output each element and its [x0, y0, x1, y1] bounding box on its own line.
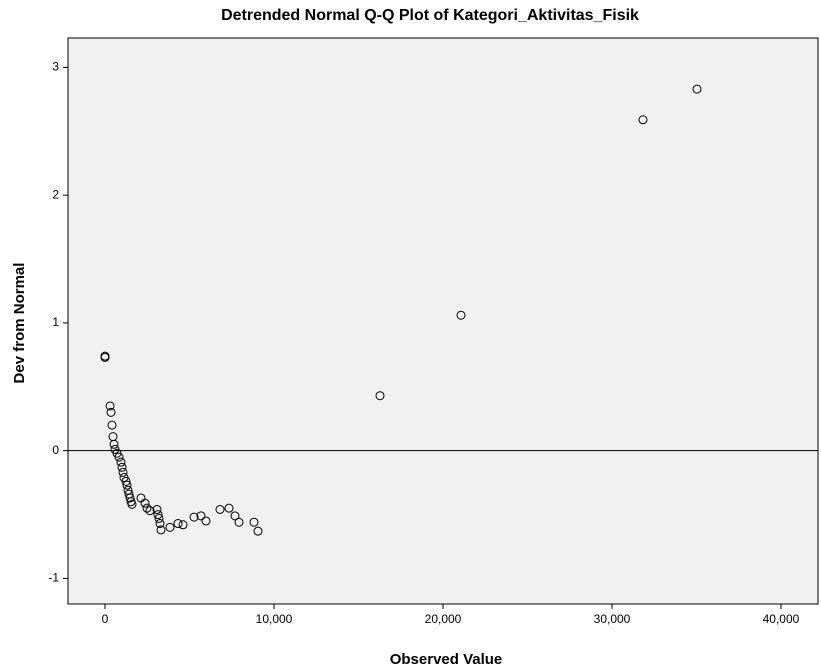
- point: [201, 516, 211, 526]
- y-tick-label: -1: [48, 571, 59, 585]
- point: [156, 525, 166, 535]
- point: [117, 462, 127, 472]
- point: [107, 420, 117, 430]
- point: [122, 480, 132, 490]
- point: [109, 439, 119, 449]
- point: [140, 498, 150, 508]
- point: [118, 467, 128, 477]
- point: [127, 499, 137, 509]
- point: [145, 506, 155, 516]
- y-tick-label: 0: [52, 443, 59, 457]
- x-tick-label: 20,000: [425, 612, 462, 626]
- point: [116, 457, 126, 467]
- x-tick-label: 10,000: [256, 612, 293, 626]
- chart-title: Detrended Normal Q-Q Plot of Kategori_Ak…: [221, 7, 639, 24]
- point: [100, 352, 110, 362]
- y-tick-label: 3: [52, 60, 59, 74]
- x-axis-label: Observed Value: [390, 651, 503, 668]
- point: [165, 522, 175, 532]
- point: [196, 511, 206, 521]
- point: [224, 503, 234, 513]
- point: [249, 517, 259, 527]
- point: [178, 520, 188, 530]
- point: [173, 519, 183, 529]
- x-tick-label: 30,000: [594, 612, 631, 626]
- y-tick-label: 2: [52, 187, 59, 201]
- point: [105, 401, 115, 411]
- y-tick-label: 1: [52, 315, 59, 329]
- point: [234, 517, 244, 527]
- point: [106, 407, 116, 417]
- point: [638, 115, 648, 125]
- x-tick-label: 0: [102, 612, 109, 626]
- y-axis-label: Dev from Normal: [11, 263, 28, 384]
- point: [253, 526, 263, 536]
- point: [189, 512, 199, 522]
- point: [153, 510, 163, 520]
- point: [230, 511, 240, 521]
- point: [155, 519, 165, 529]
- point: [152, 504, 162, 514]
- x-tick-label: 40,000: [763, 612, 800, 626]
- point: [154, 513, 164, 523]
- point: [125, 493, 135, 503]
- point: [142, 503, 152, 513]
- point: [114, 452, 124, 462]
- point: [375, 391, 385, 401]
- point: [215, 504, 225, 514]
- point: [121, 476, 131, 486]
- point: [456, 310, 466, 320]
- point: [692, 84, 702, 94]
- plot-area: [67, 37, 819, 605]
